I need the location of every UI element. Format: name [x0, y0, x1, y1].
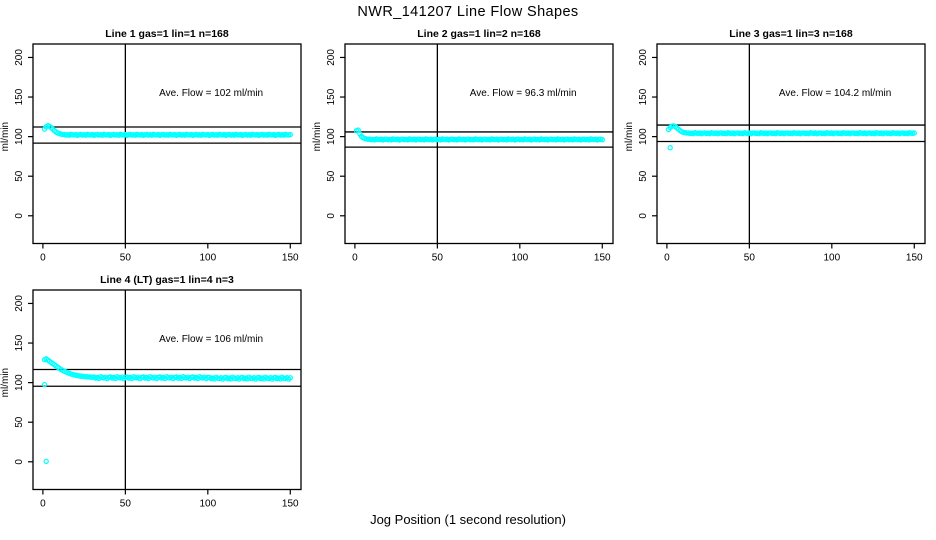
page-title: NWR_141207 Line Flow Shapes: [357, 4, 579, 20]
plot-box: [656, 43, 926, 245]
ave-flow-annotation: Ave. Flow = 104.2 ml/min: [779, 88, 891, 99]
outlier-point: [667, 145, 673, 151]
plot-box: [32, 289, 302, 491]
empty-cell-2: [624, 270, 936, 516]
subplot-canvas: Line 1 gas=1 lin=1 n=168 0 50 100 150 0 50 100 1…: [0, 28, 302, 264]
ave-flow-annotation: Ave. Flow = 102 ml/min: [159, 88, 263, 99]
x-tick-label: 100: [199, 499, 216, 510]
data-points: [41, 122, 293, 138]
y-axis-unit-label: ml/min: [0, 122, 11, 151]
data-points: [665, 123, 917, 151]
subplot-cell-line3: Line 3 gas=1 lin=3 n=168 0 50 100 150 0 50 100 1…: [624, 24, 936, 270]
subplot-title: Line 2 gas=1 lin=2 n=168: [417, 28, 541, 40]
subplot-title: Line 1 gas=1 lin=1 n=168: [105, 28, 229, 40]
x-tick-label: 150: [282, 253, 299, 264]
subplot-cell-line1: Line 1 gas=1 lin=1 n=168 0 50 100 150 0 50 100 1…: [0, 24, 312, 270]
subplot-title: Line 4 (LT) gas=1 lin=4 n=3: [100, 274, 234, 286]
empty-cell-1: [312, 270, 624, 516]
y-tick-label: 100: [326, 128, 337, 145]
subplot-cell-line4: Line 4 (LT) gas=1 lin=4 n=3 0 50 100 150 0 50 1…: [0, 270, 312, 516]
y-tick-label: 0: [14, 459, 25, 465]
y-tick-label: 200: [638, 49, 649, 66]
ave-flow-annotation: Ave. Flow = 106 ml/min: [159, 334, 263, 345]
x-tick-label: 0: [40, 253, 46, 264]
y-tick-label: 0: [14, 213, 25, 219]
x-tick-label: 0: [664, 253, 670, 264]
y-tick-label: 150: [638, 88, 649, 105]
subplot-canvas: Line 4 (LT) gas=1 lin=4 n=3 0 50 100 150 0 50 1…: [0, 274, 302, 510]
outlier-point: [43, 458, 49, 465]
y-tick-label: 100: [14, 374, 25, 391]
x-tick-label: 100: [199, 253, 216, 264]
subplot-cell-line2: Line 2 gas=1 lin=2 n=168 0 50 100 150 0 50 100 1…: [312, 24, 624, 270]
subplot-title: Line 3 gas=1 lin=3 n=168: [729, 28, 853, 40]
data-points: [41, 356, 293, 465]
y-tick-label: 200: [326, 49, 337, 66]
x-tick-label: 50: [744, 253, 756, 264]
x-tick-label: 0: [352, 253, 358, 264]
x-tick-label: 150: [906, 253, 923, 264]
subplot-canvas: Line 2 gas=1 lin=2 n=168 0 50 100 150 0 50 100 1…: [312, 28, 614, 264]
x-tick-label: 50: [120, 253, 132, 264]
y-tick-label: 150: [326, 88, 337, 105]
data-point: [599, 137, 605, 143]
ave-flow-annotation: Ave. Flow = 96.3 ml/min: [470, 88, 577, 99]
y-tick-label: 100: [14, 128, 25, 145]
x-tick-label: 50: [432, 253, 444, 264]
subplot-canvas: Line 3 gas=1 lin=3 n=168 0 50 100 150 0 50 100 1…: [624, 28, 926, 264]
y-tick-label: 50: [326, 170, 337, 182]
plot-box: [344, 43, 614, 245]
y-tick-label: 100: [638, 128, 649, 145]
data-point: [287, 131, 293, 138]
x-axis-label: Jog Position (1 second resolution): [370, 512, 566, 527]
y-axis-unit-label: ml/min: [624, 122, 635, 151]
y-tick-label: 150: [14, 88, 25, 105]
data-point: [287, 375, 293, 381]
y-axis-unit-label: ml/min: [312, 122, 323, 151]
y-tick-label: 0: [638, 213, 649, 219]
outlier-point: [41, 381, 48, 388]
x-tick-label: 0: [40, 499, 46, 510]
y-tick-label: 50: [14, 416, 25, 428]
x-tick-label: 150: [282, 499, 299, 510]
x-tick-label: 150: [594, 253, 611, 264]
y-tick-label: 50: [638, 170, 649, 182]
y-tick-label: 200: [14, 49, 25, 66]
y-tick-label: 150: [14, 334, 25, 351]
y-axis-unit-label: ml/min: [0, 368, 11, 397]
x-tick-label: 50: [120, 499, 132, 510]
data-points: [353, 127, 605, 143]
y-tick-label: 200: [14, 295, 25, 312]
y-tick-label: 50: [14, 170, 25, 182]
x-tick-label: 100: [511, 253, 528, 264]
data-point: [911, 130, 917, 136]
x-tick-label: 100: [823, 253, 840, 264]
y-tick-label: 0: [326, 213, 337, 219]
